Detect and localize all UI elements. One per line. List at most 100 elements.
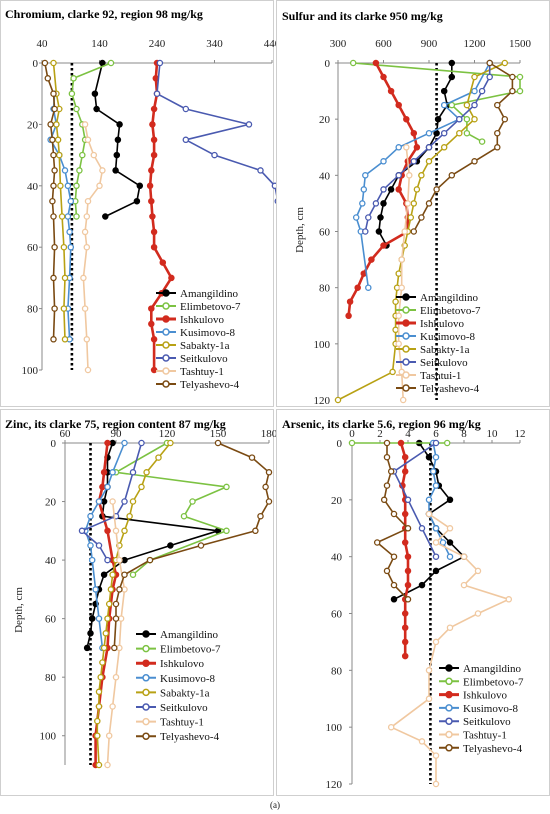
- data-point: [380, 242, 387, 249]
- legend-entry: Ishkulovo: [156, 314, 225, 326]
- data-point: [377, 214, 384, 221]
- data-point: [460, 581, 468, 589]
- data-point: [471, 158, 478, 165]
- legend-label: Telyashevo-4: [180, 379, 240, 391]
- data-point: [404, 200, 412, 207]
- legend-label: Telyashevo-4: [420, 383, 480, 395]
- legend-swatch-marker: [445, 730, 453, 739]
- data-point: [440, 129, 448, 137]
- x-tick-label: 60: [60, 428, 72, 440]
- data-point: [102, 630, 110, 637]
- y-tick-label: 0: [337, 438, 343, 450]
- data-point: [383, 482, 391, 489]
- data-point: [418, 581, 426, 589]
- data-point: [446, 553, 454, 560]
- data-point: [156, 59, 164, 67]
- data-point: [418, 172, 425, 179]
- data-point: [407, 214, 415, 221]
- data-point: [155, 454, 162, 461]
- legend-label: Seitkulovo: [180, 353, 228, 365]
- legend-label: Ishkulovo: [180, 314, 225, 326]
- data-point: [104, 483, 111, 491]
- y-axis-title: Depth, cm: [294, 207, 306, 253]
- legend-swatch-marker: [142, 674, 150, 682]
- legend-label: Amangildino: [463, 663, 522, 675]
- legend-entry: Seitkulovo: [156, 353, 228, 365]
- x-tick-label: 1200: [464, 38, 487, 50]
- data-point: [432, 453, 440, 461]
- data-point: [112, 673, 120, 681]
- data-point: [93, 105, 100, 113]
- data-point: [133, 197, 141, 205]
- data-point: [362, 172, 369, 179]
- data-point: [104, 439, 111, 447]
- chart-title: Sulfur and its clarke 950 mg/kg: [282, 9, 443, 23]
- data-point: [107, 59, 115, 67]
- figure-caption: (a): [270, 800, 280, 810]
- data-point: [354, 284, 361, 291]
- data-point: [150, 228, 158, 236]
- data-point: [346, 298, 354, 305]
- data-point: [390, 553, 398, 560]
- data-point: [94, 717, 101, 725]
- legend-label: Tashtuy-1: [160, 717, 204, 729]
- legend-label: Amangildino: [160, 629, 219, 641]
- data-point: [99, 167, 106, 174]
- legend-entry: Tashtuy-1: [136, 717, 204, 729]
- legend-swatch-marker: [142, 644, 150, 653]
- legend-label: Tashtui-1: [420, 370, 461, 382]
- data-point: [49, 197, 56, 205]
- data-point: [373, 539, 381, 546]
- series-telyashevo-4: [111, 439, 273, 652]
- legend-swatch-marker: [142, 688, 150, 697]
- series-telyashevo-4: [373, 439, 412, 603]
- data-point: [401, 228, 408, 235]
- data-point: [448, 73, 456, 81]
- y-tick-label: 20: [45, 497, 57, 509]
- y-tick-label: 20: [319, 114, 331, 126]
- data-point: [47, 121, 54, 128]
- data-point: [121, 527, 128, 535]
- data-point: [146, 182, 154, 190]
- data-point: [73, 213, 80, 220]
- data-point: [88, 556, 96, 564]
- data-point: [440, 144, 448, 151]
- series-line: [106, 501, 126, 766]
- data-point: [401, 610, 409, 617]
- legend-swatch-marker: [445, 677, 453, 686]
- series-tashtui-1: [395, 144, 413, 404]
- data-point: [81, 121, 89, 128]
- data-point: [410, 200, 418, 207]
- data-point: [395, 340, 402, 348]
- legend-swatch-marker: [162, 289, 170, 297]
- data-point: [99, 483, 106, 491]
- data-point: [83, 644, 91, 652]
- data-point: [494, 144, 501, 151]
- data-point: [401, 624, 409, 631]
- data-point: [87, 542, 94, 549]
- data-point: [60, 243, 68, 251]
- data-point: [380, 158, 387, 165]
- x-tick-label: 150: [210, 428, 227, 440]
- y-tick-label: 120: [326, 779, 343, 791]
- data-point: [64, 213, 72, 220]
- data-point: [432, 482, 440, 489]
- series-tashtuy-1: [387, 510, 513, 788]
- y-tick-label: 40: [45, 555, 57, 567]
- legend-entry: Sabakty-1a: [136, 687, 210, 699]
- panel-1: Chromium, clarke 92, region 98 mg/kg 40 14…: [0, 0, 282, 407]
- data-point: [84, 366, 92, 374]
- data-point: [112, 527, 120, 535]
- x-tick-label: 8: [461, 428, 467, 440]
- x-tick-label: 12: [515, 428, 526, 440]
- data-point: [84, 136, 92, 144]
- data-point: [365, 284, 372, 291]
- y-tick-label: 20: [331, 495, 343, 507]
- data-point: [395, 312, 402, 320]
- y-tick-label: 80: [45, 672, 57, 684]
- data-point: [432, 525, 440, 532]
- data-point: [129, 469, 137, 476]
- legend-label: Kusimovo-8: [463, 703, 519, 715]
- legend-label: Kusimovo-8: [160, 673, 216, 685]
- data-point: [375, 228, 383, 235]
